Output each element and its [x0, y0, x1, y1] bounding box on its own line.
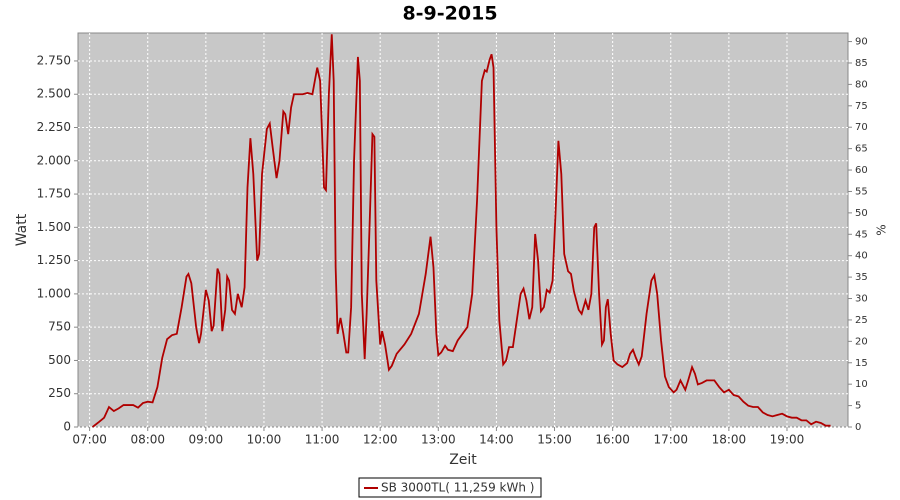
y-tick-label: 500 [48, 353, 71, 367]
y2-tick-label: 90 [855, 37, 868, 48]
x-tick-label: 16:00 [595, 433, 630, 447]
y2-tick-label: 20 [855, 336, 868, 347]
y-tick-label: 1.750 [37, 187, 71, 201]
y-tick-label: 250 [48, 386, 71, 400]
y2-tick-label: 65 [855, 144, 868, 155]
x-tick-label: 18:00 [712, 433, 747, 447]
y2-axis-label: % [875, 224, 889, 235]
x-tick-label: 17:00 [653, 433, 688, 447]
y-tick-label: 1.250 [37, 253, 71, 267]
y-tick-label: 2.750 [37, 53, 71, 67]
data-line [91, 34, 831, 428]
legend [358, 477, 542, 498]
y2-tick-label: 45 [855, 229, 868, 240]
plot-area [77, 32, 849, 428]
y2-tick-label: 0 [855, 422, 861, 433]
x-axis-label: Zeit [449, 452, 477, 468]
y2-tick-label: 35 [855, 272, 868, 283]
y2-tick-label: 75 [855, 101, 868, 112]
x-tick-label: 07:00 [72, 433, 107, 447]
chart-title: 8-9-2015 [402, 3, 497, 25]
legend-label: SB 3000TL( 11,259 kWh ) [381, 481, 534, 495]
x-tick-label: 12:00 [363, 433, 398, 447]
y2-tick-label: 10 [855, 379, 868, 390]
x-tick-label: 10:00 [247, 433, 282, 447]
y2-tick-label: 5 [855, 401, 861, 412]
y2-tick-label: 50 [855, 208, 868, 219]
y2-tick-label: 55 [855, 186, 868, 197]
y-tick-label: 0 [63, 420, 71, 434]
y-tick-label: 2.250 [37, 120, 71, 134]
x-tick-label: 14:00 [479, 433, 514, 447]
y-tick-label: 750 [48, 320, 71, 334]
y2-tick-label: 30 [855, 294, 868, 305]
x-tick-label: 08:00 [130, 433, 165, 447]
x-tick-label: 13:00 [421, 433, 456, 447]
x-tick-label: 15:00 [537, 433, 572, 447]
y2-tick-label: 70 [855, 122, 868, 133]
y2-tick-label: 60 [855, 165, 868, 176]
y-tick-label: 1.500 [37, 220, 71, 234]
x-tick-label: 19:00 [770, 433, 805, 447]
y-tick-label: 2.000 [37, 153, 71, 167]
y2-tick-label: 15 [855, 358, 868, 369]
x-tick-label: 11:00 [305, 433, 340, 447]
y2-tick-label: 80 [855, 79, 868, 90]
y2-tick-label: 25 [855, 315, 868, 326]
x-tick-label: 09:00 [189, 433, 224, 447]
y2-tick-label: 40 [855, 251, 868, 262]
y-axis-label: Watt [14, 213, 30, 246]
y2-tick-label: 85 [855, 58, 868, 69]
y-tick-label: 1.000 [37, 286, 71, 300]
y-tick-label: 2.500 [37, 87, 71, 101]
